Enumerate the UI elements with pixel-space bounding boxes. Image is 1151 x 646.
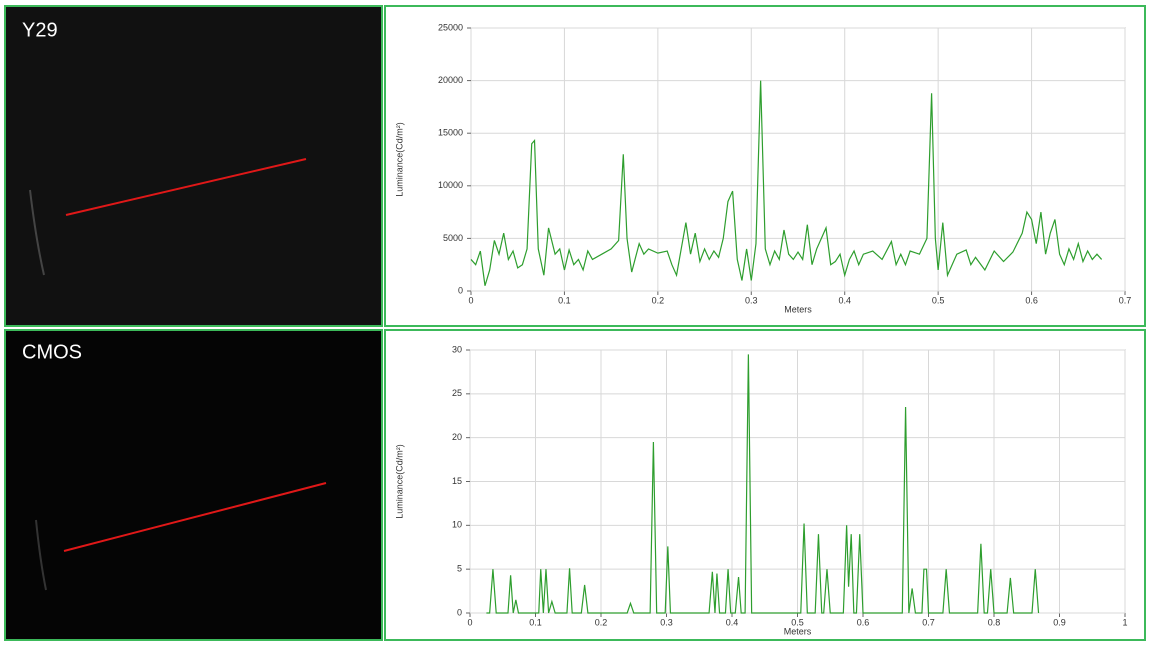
streak (35, 519, 47, 591)
y-tick-label: 0 (458, 285, 463, 295)
panel-label: CMOS (22, 341, 82, 363)
x-tick-label: 0.6 (1025, 295, 1038, 305)
y-tick-label: 10000 (438, 180, 463, 190)
x-tick-label: 0.2 (652, 295, 665, 305)
x-tick-label: 0.5 (791, 617, 804, 627)
y-tick-label: 5 (457, 564, 462, 574)
x-tick-label: 0 (468, 295, 473, 305)
image-panel (4, 329, 383, 641)
y-tick-label: 5000 (443, 233, 463, 243)
data-line (470, 80, 1103, 286)
y-tick-label: 30 (452, 344, 462, 354)
y-tick-label: 0 (457, 607, 462, 617)
x-tick-label: 0.1 (529, 617, 542, 627)
profile-line (65, 158, 307, 216)
x-tick-label: 0 (467, 617, 472, 627)
x-tick-label: 0.1 (558, 295, 571, 305)
x-tick-label: 0.3 (660, 617, 673, 627)
plot-area (470, 27, 1126, 292)
y-tick-label: 20000 (438, 75, 463, 85)
x-tick-label: 0.5 (932, 295, 945, 305)
y-tick-label: 15000 (438, 128, 463, 138)
x-tick-label: 0.6 (857, 617, 870, 627)
streak (29, 189, 45, 276)
x-tick-label: 0.9 (1053, 617, 1066, 627)
x-axis-label: Meters (784, 304, 812, 314)
x-tick-label: 0.4 (726, 617, 739, 627)
y-tick-label: 10 (452, 520, 462, 530)
x-tick-label: 0.4 (838, 295, 851, 305)
y-axis-label: Luminance(Cd/m²) (394, 122, 404, 197)
data-line (486, 354, 1040, 614)
panel-label: Y29 (22, 19, 58, 41)
y-tick-label: 15 (452, 476, 462, 486)
y-tick-label: 25 (452, 388, 462, 398)
image-panel (4, 5, 383, 327)
y-tick-label: 20 (452, 432, 462, 442)
y-axis-label: Luminance(Cd/m²) (394, 444, 404, 519)
x-tick-label: 0.7 (1119, 295, 1132, 305)
x-tick-label: 1 (1122, 617, 1127, 627)
x-tick-label: 0.8 (988, 617, 1001, 627)
x-tick-label: 0.2 (595, 617, 608, 627)
x-axis-label: Meters (784, 626, 812, 636)
x-tick-label: 0.3 (745, 295, 758, 305)
x-tick-label: 0.7 (922, 617, 935, 627)
y-tick-label: 25000 (438, 22, 463, 32)
profile-line (63, 482, 327, 552)
